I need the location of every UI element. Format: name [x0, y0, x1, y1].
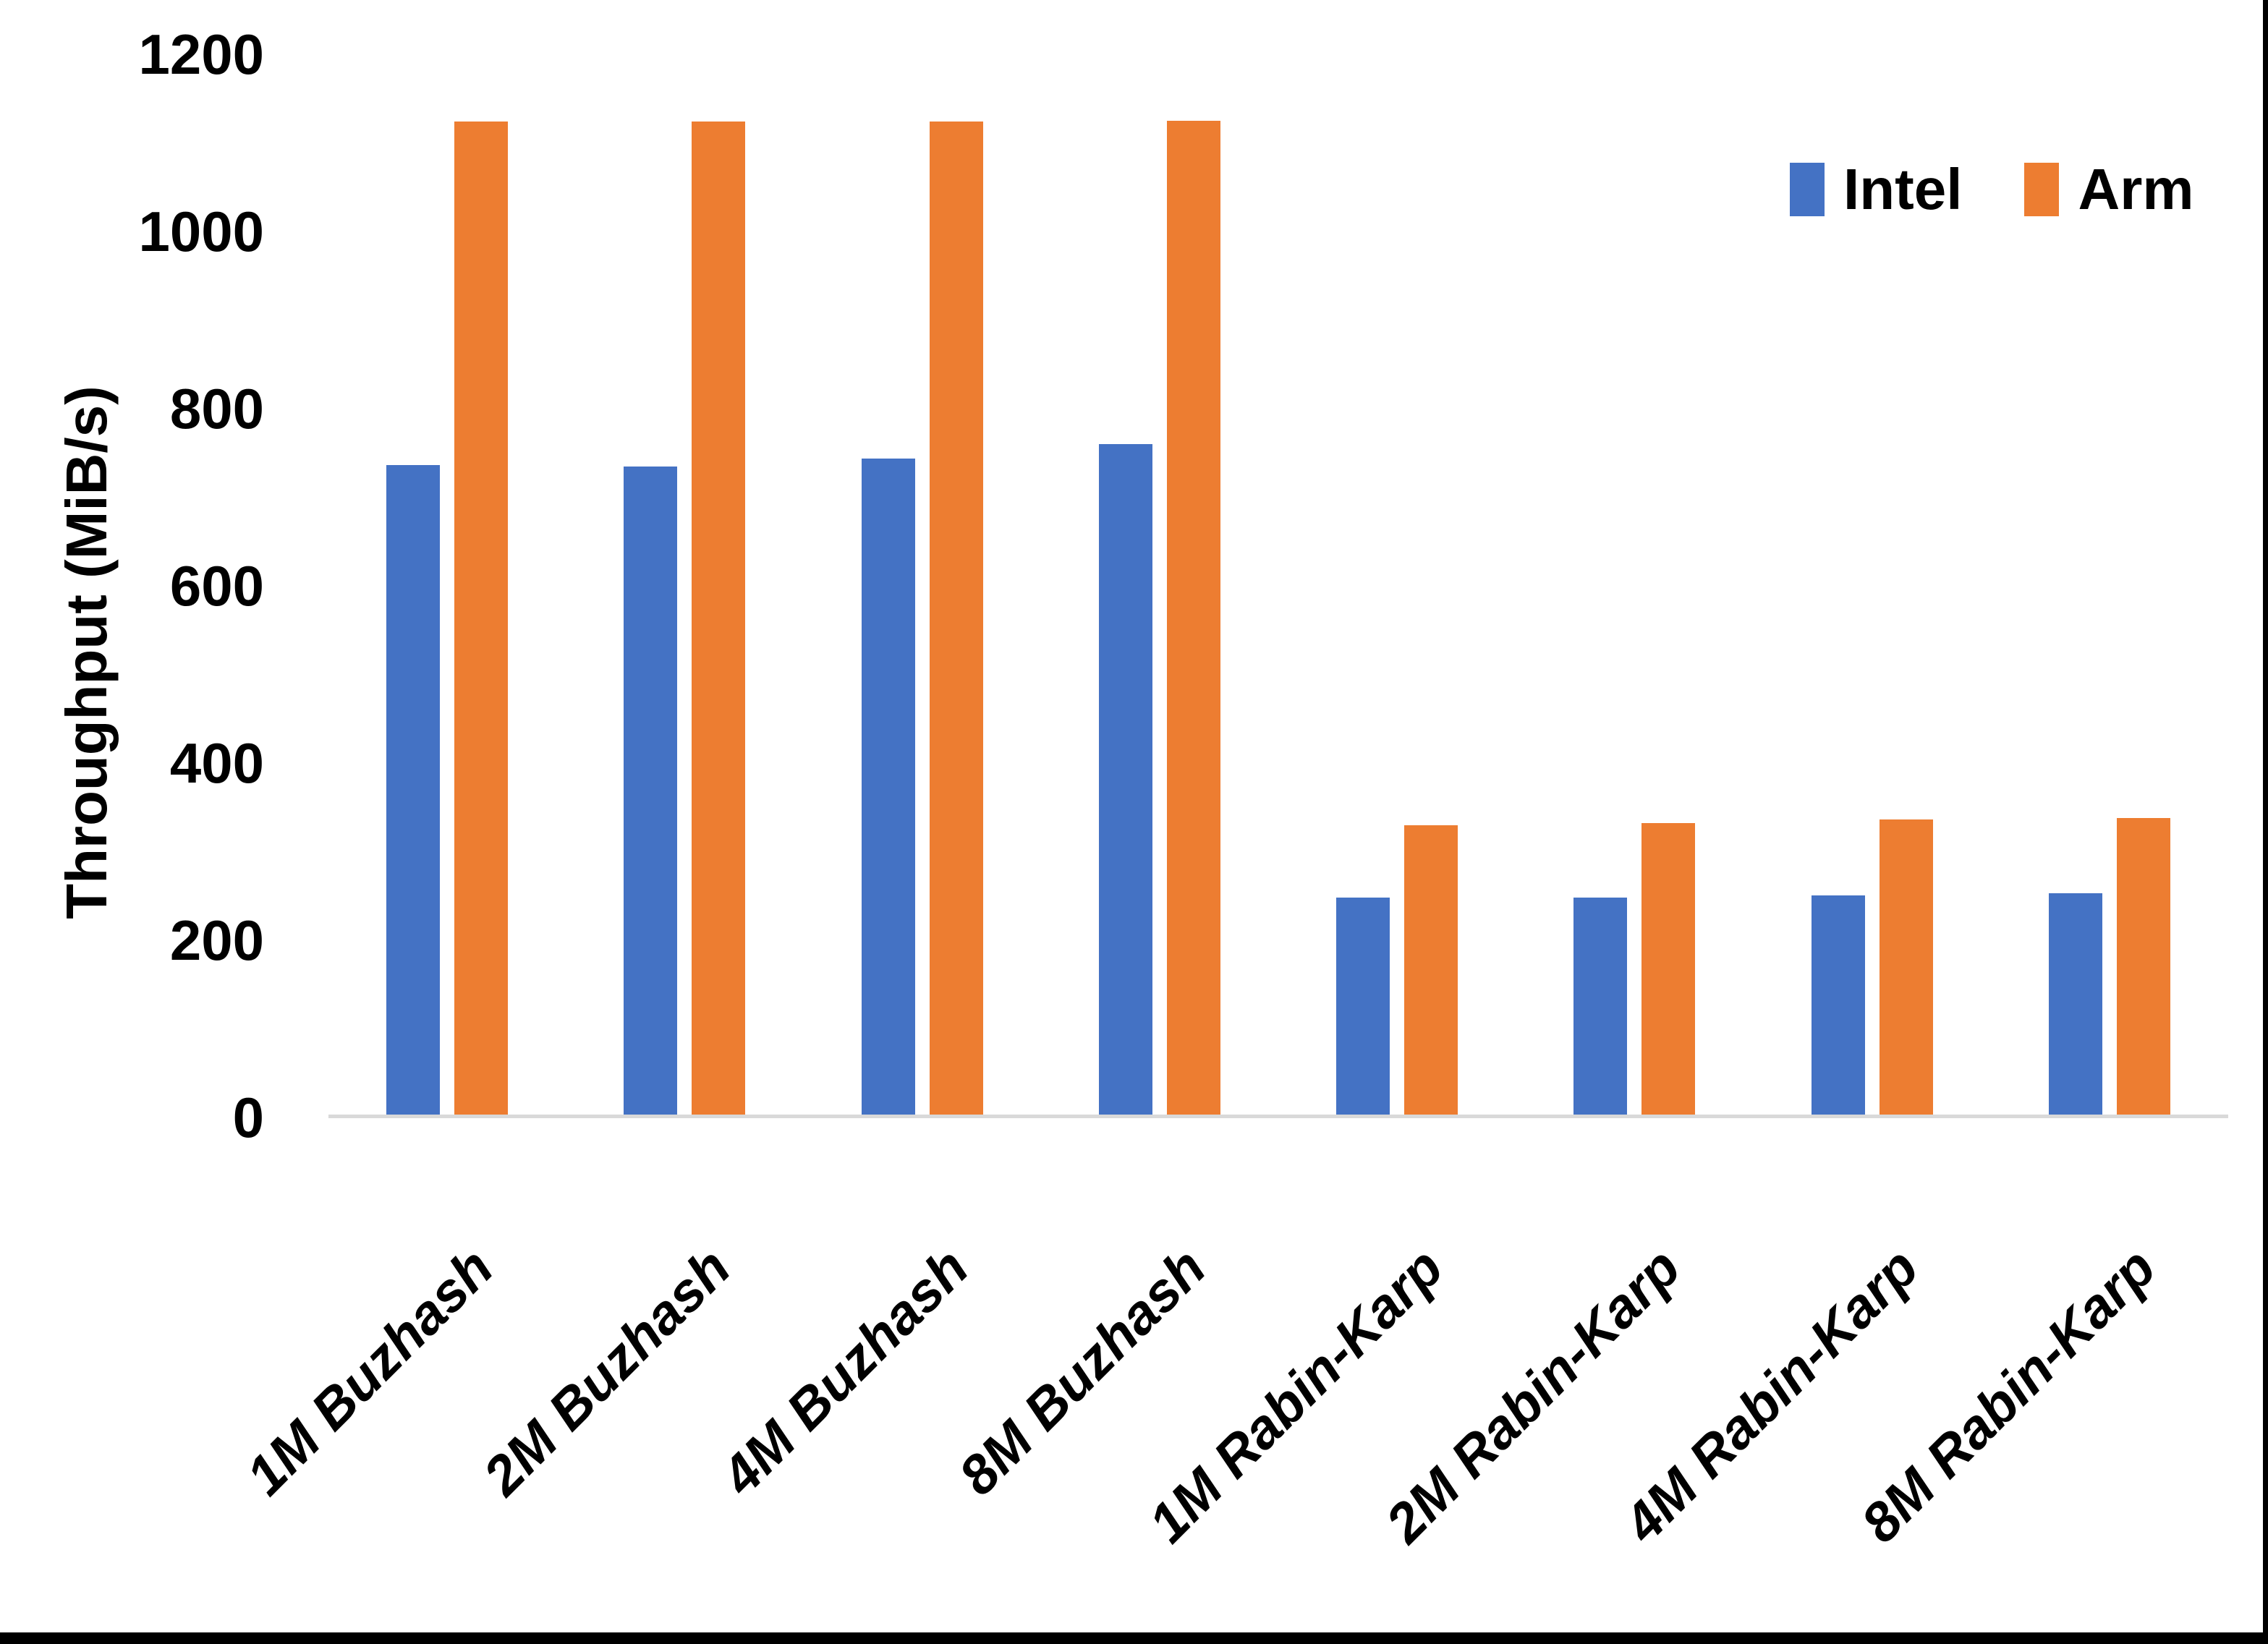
bar-arm-1m-rabin-karp [1404, 825, 1458, 1117]
screenshot-right-border [2263, 0, 2268, 1644]
bar-arm-2m-buzhash [692, 122, 746, 1117]
intel-series-swatch [1790, 163, 1825, 216]
y-tick-label: 400 [169, 731, 264, 795]
y-tick-label: 600 [169, 554, 264, 618]
bar-arm-8m-buzhash [1166, 120, 1220, 1117]
legend-item-arm: Arm [2024, 157, 2194, 221]
bar-arm-8m-rabin-karp [2116, 817, 2170, 1117]
legend: Intel Arm [1790, 158, 2194, 221]
arm-series-swatch [2024, 163, 2060, 216]
legend-label-intel: Intel [1843, 157, 1963, 221]
bar-intel-8m-buzhash [1098, 444, 1152, 1117]
y-tick-label: 0 [232, 1086, 264, 1149]
bar-intel-4m-buzhash [861, 458, 915, 1117]
bar-intel-1m-rabin-karp [1336, 898, 1390, 1117]
bar-arm-4m-rabin-karp [1879, 819, 1933, 1117]
bar-arm-4m-buzhash [929, 122, 983, 1117]
bar-arm-1m-buzhash [454, 122, 509, 1117]
bar-intel-8m-rabin-karp [2048, 893, 2102, 1117]
y-tick-label: 200 [169, 908, 264, 972]
y-tick-label: 1000 [138, 200, 264, 263]
bar-intel-2m-buzhash [624, 466, 678, 1117]
screenshot-bottom-border [0, 1632, 2268, 1644]
x-axis-line [328, 1115, 2228, 1118]
bar-arm-2m-rabin-karp [1641, 823, 1696, 1117]
y-tick-label: 800 [169, 377, 264, 440]
bar-intel-4m-rabin-karp [1811, 895, 1865, 1117]
y-tick-label: 1200 [138, 22, 264, 86]
legend-item-intel: Intel [1790, 158, 1962, 221]
legend-label-arm: Arm [2078, 157, 2194, 221]
bar-intel-2m-rabin-karp [1573, 898, 1628, 1117]
bar-intel-1m-buzhash [386, 465, 441, 1117]
